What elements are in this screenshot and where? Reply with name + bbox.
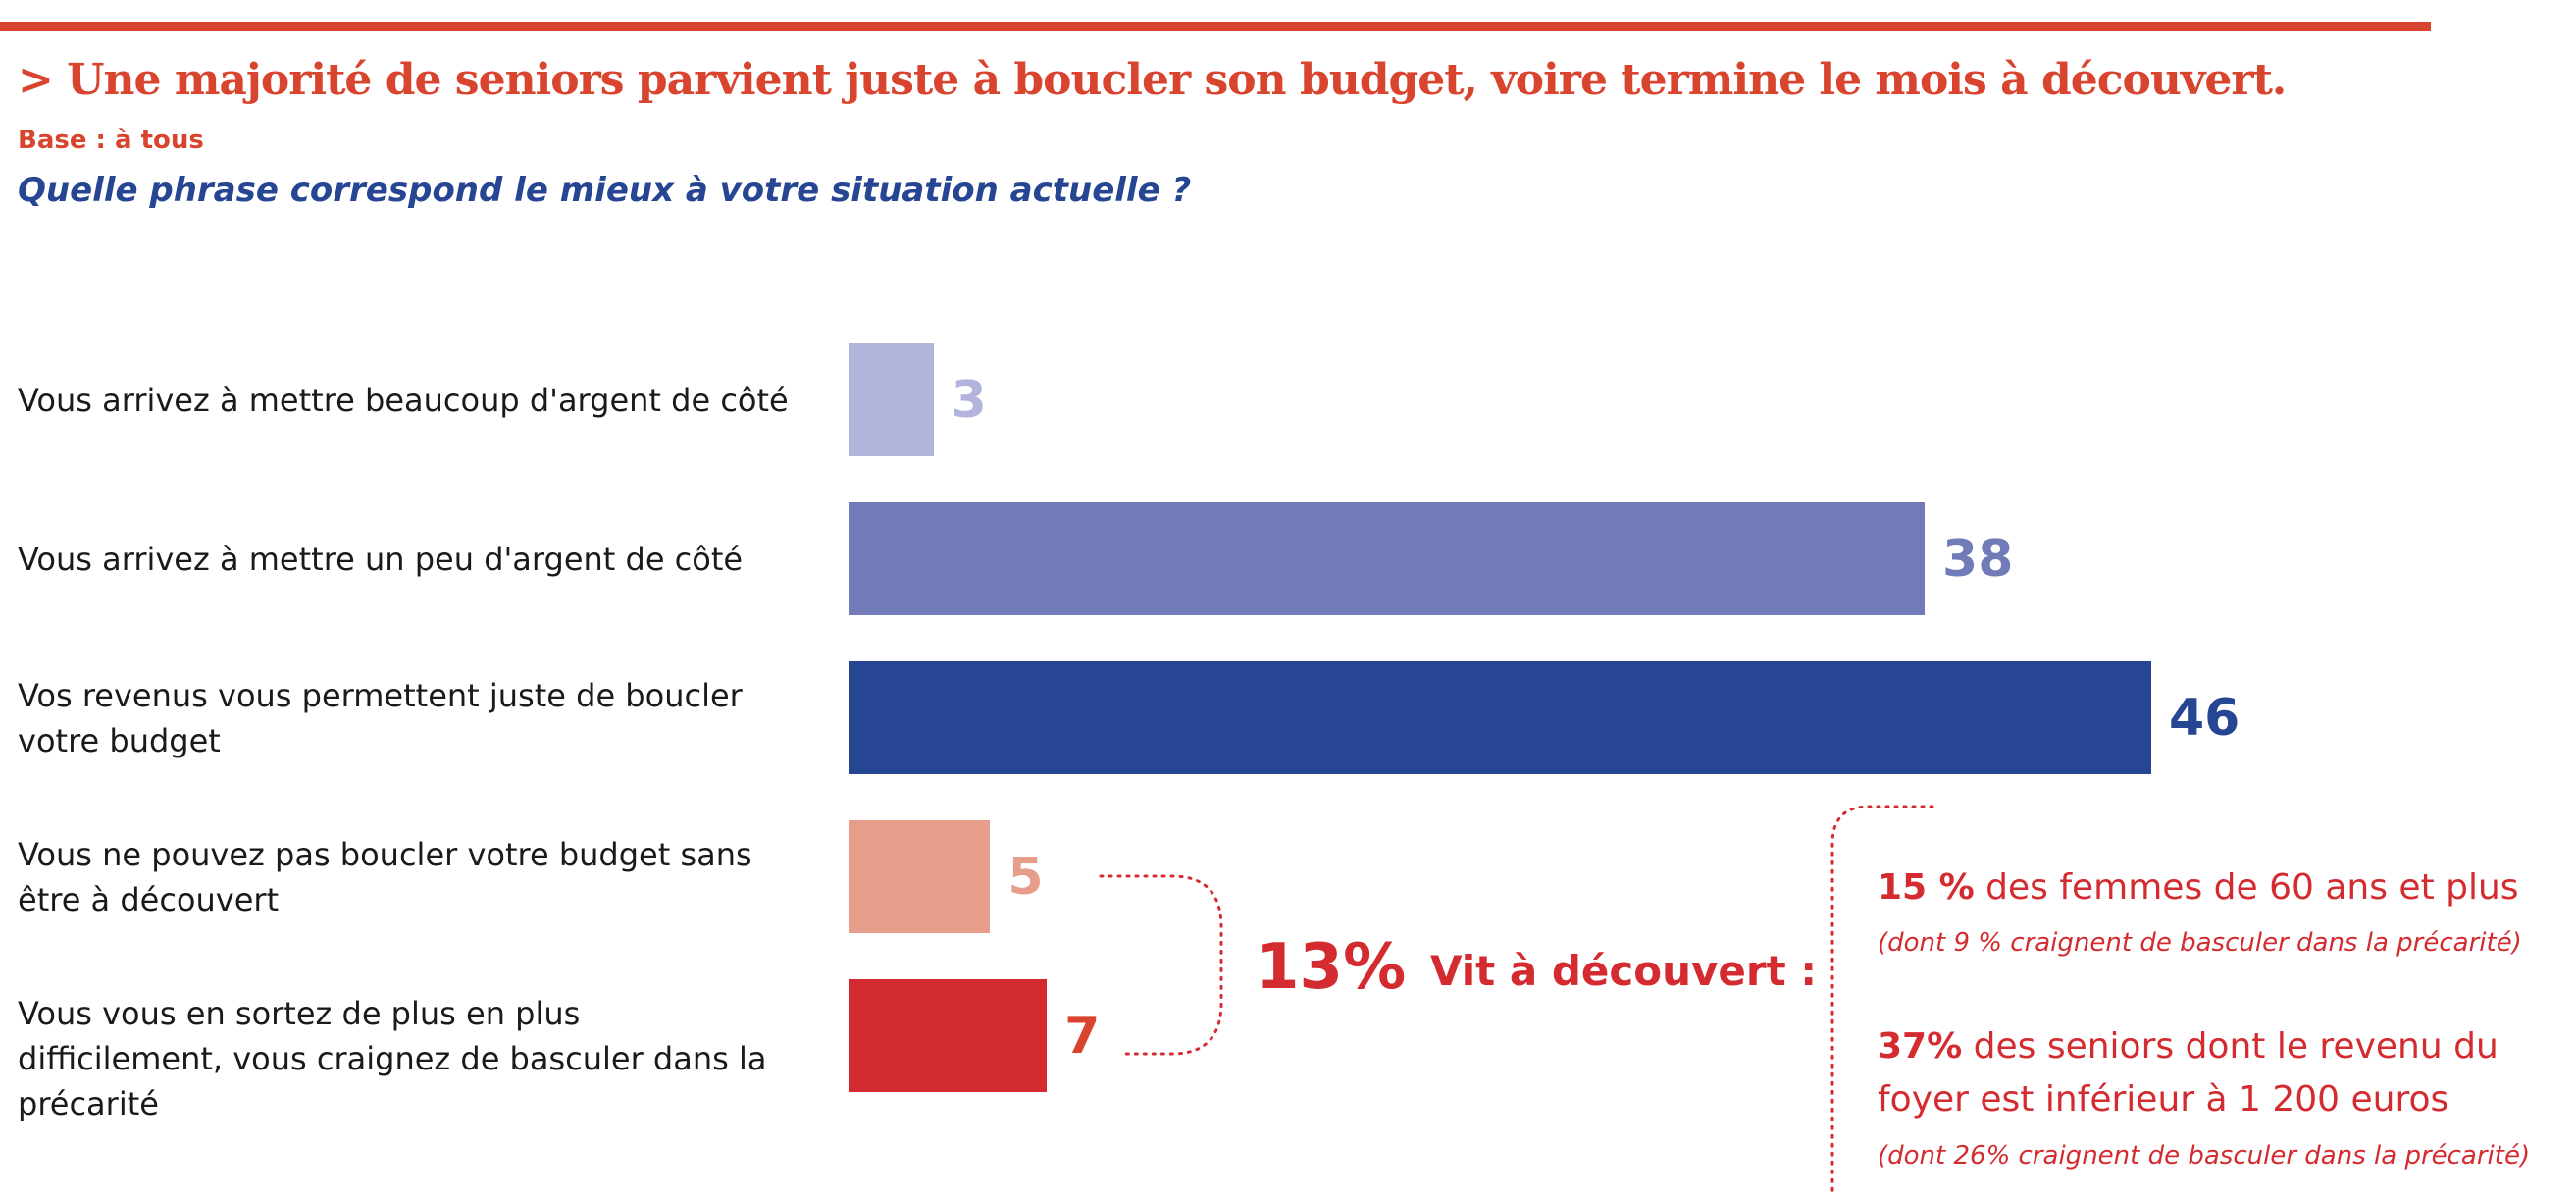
category-label-2: Vos revenus vous permettent juste de bou… [18, 676, 743, 759]
bar-1 [849, 502, 1926, 615]
top-rule [0, 22, 2431, 31]
base-label: Base : à tous [18, 126, 204, 155]
value-label-2: 46 [2169, 688, 2241, 748]
value-label-1: 38 [1942, 529, 2014, 589]
detail-women: 15 % des femmes de 60 ans et plus [1878, 861, 2519, 914]
category-label-3: Vous ne pouvez pas boucler votre budget … [18, 835, 752, 918]
bar-2 [849, 661, 2151, 774]
value-label-0: 3 [951, 370, 987, 430]
question-text: Quelle phrase correspond le mieux à votr… [18, 171, 1192, 210]
detail-income-text-2: foyer est inférieur à 1 200 euros [1878, 1079, 2449, 1120]
bar-4 [849, 979, 1048, 1092]
detail-income-note: (dont 26% craignent de basculer dans la … [1878, 1141, 2531, 1171]
page-title: > Une majorité de seniors parvient juste… [18, 55, 2287, 105]
deficit-total-pct: 13% [1256, 931, 1407, 1004]
value-label-4: 7 [1064, 1006, 1101, 1066]
detail-women-pct: 15 % [1878, 867, 1975, 908]
detail-dotted-line [1830, 805, 1934, 1194]
detail-income-text: des seniors dont le revenu du [1962, 1026, 2499, 1067]
detail-income-pct: 37% [1878, 1026, 1963, 1067]
detail-women-note: (dont 9 % craignent de basculer dans la … [1878, 928, 2522, 958]
deficit-label: Vit à découvert : [1430, 947, 1818, 995]
bracket-dotted-line [1099, 874, 1223, 1056]
detail-women-text: des femmes de 60 ans et plus [1974, 867, 2519, 908]
value-label-3: 5 [1007, 847, 1044, 907]
bar-3 [849, 820, 991, 933]
category-label-4: Vous vous en sortez de plus en plus diff… [18, 994, 767, 1122]
category-label-1: Vous arrivez à mettre un peu d'argent de… [18, 540, 744, 578]
category-label-0: Vous arrivez à mettre beaucoup d'argent … [18, 381, 789, 419]
bar-0 [849, 343, 934, 456]
detail-income: 37% des seniors dont le revenu du [1878, 1020, 2499, 1073]
